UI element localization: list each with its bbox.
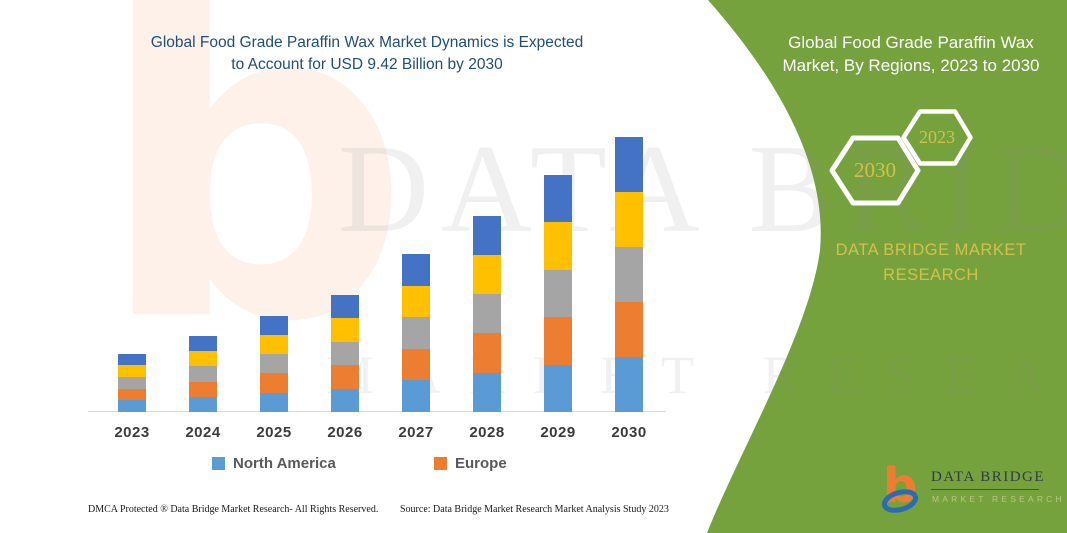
bar-segment-unlabeled-region-blue: [473, 215, 501, 255]
bar-segment-unlabeled-region-blue: [615, 136, 643, 192]
brand-text-line2: RESEARCH: [883, 266, 979, 284]
bar-segment-unlabeled-region-gray: [118, 376, 146, 389]
green-swoosh-panel: [707, 0, 1067, 533]
bar-segment-europe: [402, 348, 430, 381]
bar-segment-unlabeled-region-gray: [615, 246, 643, 302]
bar-segment-unlabeled-region-blue: [331, 295, 359, 319]
bar-segment-unlabeled-region-gray: [544, 269, 572, 317]
dbmr-logo: b DATA BRIDGE MARKET RESEARCH: [879, 456, 1062, 520]
x-axis-label-2027: 2027: [398, 424, 434, 441]
chart-legend: North America Europe: [0, 455, 700, 477]
bar-2024: [189, 336, 217, 412]
bar-segment-north-america: [544, 364, 572, 412]
bar-segment-unlabeled-region-blue: [402, 254, 430, 286]
bar-2027: [402, 254, 430, 412]
x-axis-label-2025: 2025: [256, 424, 292, 441]
bar-segment-europe: [331, 365, 359, 389]
bar-2026: [331, 295, 359, 412]
bar-segment-north-america: [615, 356, 643, 412]
page-title: Global Food Grade Paraffin Wax Market Dy…: [93, 32, 641, 76]
bar-segment-unlabeled-region-gold: [331, 318, 359, 342]
bar-segment-unlabeled-region-gold: [473, 254, 501, 295]
bar-segment-unlabeled-region-blue: [189, 336, 217, 352]
dbmr-logo-name: DATA BRIDGE: [931, 469, 1044, 490]
bar-segment-north-america: [260, 392, 288, 412]
bar-segment-unlabeled-region-gold: [260, 334, 288, 355]
legend-label: North America: [233, 455, 336, 472]
x-axis-label-2029: 2029: [540, 424, 576, 441]
x-axis-label-2028: 2028: [469, 424, 505, 441]
bar-segment-unlabeled-region-gray: [189, 366, 217, 382]
bar-2028: [473, 215, 501, 412]
x-axis-baseline: [88, 411, 666, 412]
bar-2029: [544, 174, 572, 412]
footer-dmca-text: DMCA Protected ® Data Bridge Market Rese…: [88, 504, 379, 515]
hexagon-2030-icon: [829, 135, 921, 206]
legend-swatch: [434, 457, 447, 470]
bar-2023: [118, 353, 146, 412]
legend-label: Europe: [455, 455, 507, 472]
x-axis-label-2030: 2030: [611, 424, 647, 441]
bar-segment-unlabeled-region-gold: [118, 365, 146, 377]
legend-item-north-america: North America: [212, 455, 336, 472]
dbmr-logo-b-icon: b: [881, 458, 919, 514]
bar-segment-europe: [118, 388, 146, 401]
hexagon-2030-label: 2030: [854, 158, 896, 182]
footer-source-text: Source: Data Bridge Market Research Mark…: [400, 504, 669, 515]
bar-segment-unlabeled-region-blue: [118, 353, 146, 366]
bar-2025: [260, 315, 288, 412]
bar-segment-europe: [260, 373, 288, 393]
hexagon-2023-icon: [901, 109, 973, 166]
x-axis-label-2023: 2023: [114, 424, 150, 441]
brand-text: DATA BRIDGE MARKET RESEARCH: [822, 238, 1040, 288]
side-panel-title-line1: Global Food Grade Paraffin Wax: [788, 33, 1034, 52]
side-panel-title-line2: Market, By Regions, 2023 to 2030: [782, 56, 1040, 75]
bar-segment-unlabeled-region-blue: [260, 315, 288, 335]
bar-segment-unlabeled-region-gold: [402, 285, 430, 318]
bar-segment-europe: [615, 301, 643, 357]
legend-item-europe: Europe: [434, 455, 507, 472]
bar-segment-europe: [544, 317, 572, 365]
bar-2030: [615, 136, 643, 412]
bar-segment-north-america: [331, 388, 359, 412]
page-title-line2: to Account for USD 9.42 Billion by 2030: [231, 56, 503, 73]
bar-segment-unlabeled-region-gold: [544, 222, 572, 270]
bar-segment-unlabeled-region-gray: [402, 317, 430, 349]
bar-segment-north-america: [118, 400, 146, 412]
bar-segment-north-america: [402, 380, 430, 412]
bar-segment-unlabeled-region-gold: [615, 191, 643, 247]
dbmr-logo-subtitle: MARKET RESEARCH: [932, 494, 1065, 504]
bar-segment-europe: [189, 381, 217, 397]
bar-segment-europe: [473, 333, 501, 373]
bar-segment-north-america: [473, 372, 501, 412]
x-axis-label-2024: 2024: [185, 424, 221, 441]
bar-segment-unlabeled-region-gold: [189, 351, 217, 367]
brand-text-line1: DATA BRIDGE MARKET: [835, 241, 1027, 259]
bar-segment-unlabeled-region-gray: [260, 354, 288, 374]
hexagon-2023-label: 2023: [919, 127, 955, 147]
bar-segment-unlabeled-region-gray: [331, 341, 359, 366]
bar-segment-unlabeled-region-blue: [544, 174, 572, 222]
page-title-line1: Global Food Grade Paraffin Wax Market Dy…: [150, 34, 584, 51]
legend-swatch: [212, 457, 225, 470]
bar-segment-unlabeled-region-gray: [473, 294, 501, 334]
x-axis-label-2026: 2026: [327, 424, 363, 441]
side-panel-title: Global Food Grade Paraffin Wax Market, B…: [760, 31, 1062, 77]
bar-segment-north-america: [189, 396, 217, 412]
